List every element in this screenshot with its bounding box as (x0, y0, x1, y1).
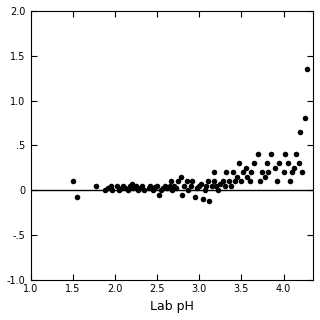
Point (74, 195, 79, 200)
Point (247, 179, 252, 184)
Point (215, 188, 220, 193)
Point (159, 188, 164, 193)
Point (288, 179, 293, 184)
Point (198, 181, 204, 186)
Point (150, 188, 156, 193)
Point (160, 186, 165, 191)
Point (184, 179, 189, 184)
Point (218, 181, 223, 186)
Point (273, 165, 278, 170)
Point (249, 170, 254, 175)
Point (212, 170, 217, 175)
Point (148, 183, 153, 188)
Point (102, 188, 107, 193)
Point (283, 152, 288, 157)
Point (156, 192, 161, 197)
Point (176, 179, 181, 184)
Point (136, 188, 141, 193)
Point (173, 186, 178, 191)
Point (252, 161, 257, 166)
Point (264, 161, 269, 166)
Point (108, 183, 113, 188)
Point (194, 186, 199, 191)
Point (180, 192, 185, 197)
Point (129, 181, 134, 186)
Point (190, 179, 195, 184)
Point (256, 152, 261, 157)
Point (116, 188, 122, 193)
Point (197, 183, 202, 188)
Point (305, 67, 310, 72)
Point (224, 170, 229, 175)
Point (125, 188, 130, 193)
Point (186, 188, 191, 193)
Point (302, 116, 307, 121)
Point (169, 179, 174, 184)
Point (285, 161, 290, 166)
Point (153, 185, 158, 190)
Point (262, 174, 268, 179)
X-axis label: Lab pH: Lab pH (150, 300, 194, 313)
Point (300, 170, 305, 175)
Point (236, 161, 241, 166)
Point (188, 183, 193, 188)
Point (181, 183, 187, 188)
Point (245, 174, 250, 179)
Point (266, 170, 271, 175)
Point (257, 179, 262, 184)
Point (211, 179, 216, 184)
Point (138, 186, 143, 191)
Point (226, 179, 231, 184)
Point (110, 188, 115, 193)
Point (209, 183, 214, 188)
Point (205, 179, 210, 184)
Point (281, 170, 286, 175)
Point (203, 188, 208, 193)
Point (207, 198, 212, 204)
Point (167, 183, 172, 188)
Point (70, 179, 75, 184)
Point (163, 183, 168, 188)
Point (277, 161, 282, 166)
Point (274, 179, 279, 184)
Point (94, 183, 99, 188)
Point (119, 186, 124, 191)
Point (106, 186, 111, 191)
Point (123, 186, 128, 191)
Point (232, 179, 237, 184)
Point (268, 152, 274, 157)
Point (229, 183, 234, 188)
Point (298, 129, 303, 134)
Point (139, 183, 144, 188)
Point (201, 196, 206, 202)
Point (192, 195, 197, 200)
Point (131, 186, 136, 191)
Point (289, 170, 294, 175)
Point (291, 165, 296, 170)
Point (235, 174, 240, 179)
Point (241, 170, 246, 175)
Point (142, 188, 147, 193)
Point (170, 188, 175, 193)
Point (220, 179, 225, 184)
Point (296, 161, 301, 166)
Point (133, 183, 139, 188)
Point (239, 179, 244, 184)
Point (164, 186, 170, 191)
Point (222, 183, 227, 188)
Point (294, 152, 299, 157)
Point (114, 183, 119, 188)
Point (260, 170, 265, 175)
Point (155, 183, 160, 188)
Point (243, 165, 248, 170)
Point (204, 183, 209, 188)
Point (127, 183, 132, 188)
Point (178, 174, 183, 179)
Point (230, 170, 236, 175)
Point (121, 183, 126, 188)
Point (213, 183, 219, 188)
Point (171, 183, 176, 188)
Point (146, 186, 151, 191)
